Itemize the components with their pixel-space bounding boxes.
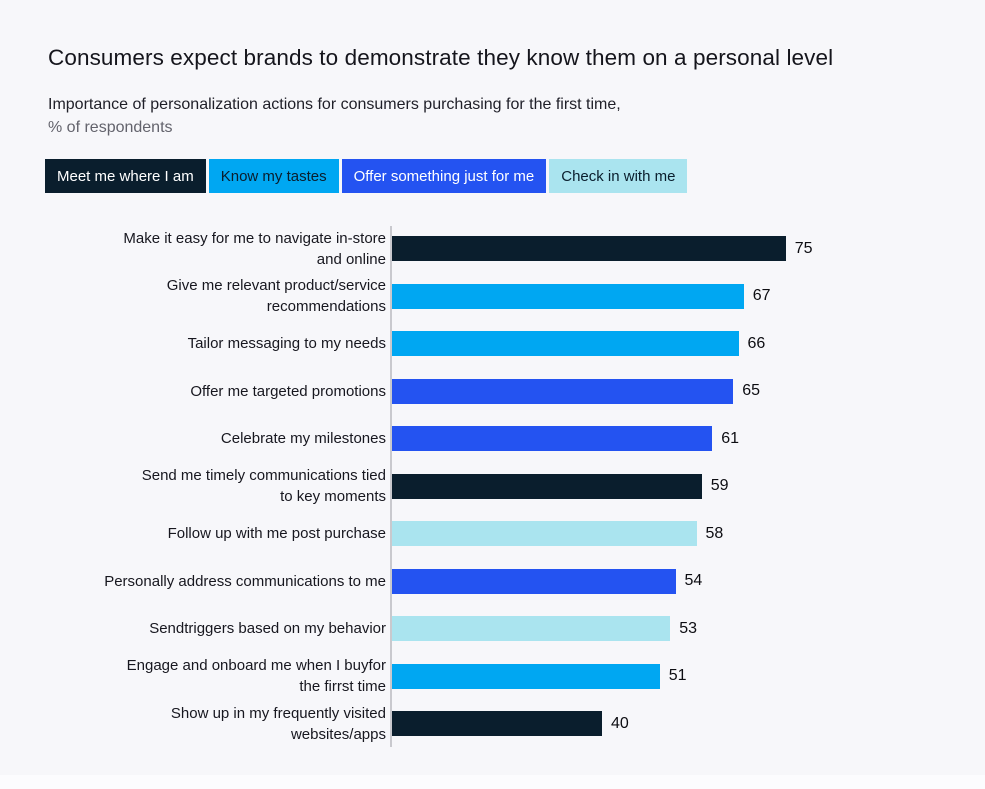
value-label: 59 (710, 477, 729, 495)
value-label: 51 (668, 667, 687, 685)
bar-label: Offer me targeted promotions (190, 382, 386, 400)
value-label: 67 (752, 287, 771, 305)
bar-track: 54 (392, 568, 937, 594)
bar (392, 283, 744, 309)
value-label: 66 (747, 334, 766, 352)
legend-item-label: Meet me where I am (57, 167, 194, 185)
bar-track: 59 (392, 473, 937, 499)
bar-row: Show up in my frequently visited website… (47, 700, 937, 748)
bar (392, 236, 786, 262)
bar-label: Show up in my frequently visited website… (170, 704, 386, 743)
bar-track: 65 (392, 378, 937, 404)
bar-track: 58 (392, 521, 937, 547)
bar-chart: Make it easy for me to navigate in-store… (47, 225, 937, 748)
subtitle-line: Importance of personalization actions fo… (48, 96, 621, 113)
bar-label: Tailor messaging to my needs (187, 335, 386, 353)
legend-item-1: Know my tastes (208, 159, 339, 193)
bar-label: Give me relevant product/service recomme… (166, 277, 386, 316)
bar-row: Personally address communications to me 5… (47, 558, 937, 606)
bar-label: Follow up with me post purchase (167, 525, 386, 543)
value-label: 75 (794, 239, 813, 257)
bar (392, 663, 660, 689)
bar (392, 473, 702, 499)
bar-track: 51 (392, 663, 937, 689)
bar-row: Follow up with me post purchase 58 (47, 510, 937, 558)
bar-label: Send me timely communications tied to ke… (141, 467, 386, 506)
bar (392, 378, 734, 404)
bar-track: 67 (392, 283, 937, 309)
legend-item-label: Know my tastes (220, 167, 327, 185)
value-label: 58 (705, 524, 724, 542)
bar-row: Sendtriggers based on my behavior 53 (47, 605, 937, 653)
bar-track: 66 (392, 331, 937, 357)
value-label: 53 (679, 619, 698, 637)
bar-row: Offer me targeted promotions 65 (47, 368, 937, 416)
bar (392, 616, 671, 642)
bar-row: Engage and onboard me when I buyfor the … (47, 653, 937, 701)
bar-row: Send me timely communications tied to ke… (47, 463, 937, 511)
value-label: 40 (611, 714, 629, 732)
legend-item-label: Offer something just for me (353, 167, 535, 185)
bar (392, 521, 697, 547)
value-label: 65 (742, 382, 761, 400)
value-label: 61 (721, 429, 740, 447)
bar-row: Celebrate my milestones 61 (47, 415, 937, 463)
chart-subtitle: Importance of personalization actions fo… (48, 93, 937, 139)
bar-track: 53 (392, 616, 937, 642)
bar (392, 426, 713, 452)
footer-strip (0, 775, 985, 789)
bar-label: Engage and onboard me when I buyfor the … (126, 657, 386, 696)
value-label: 54 (684, 572, 703, 590)
bar-row: Give me relevant product/service recomme… (47, 273, 937, 321)
legend-item-label: Check in with me (561, 167, 676, 185)
bar-track: 61 (392, 426, 937, 452)
legend-item-3: Check in with me (549, 159, 688, 193)
page-title: Consumers expect brands to demonstrate t… (48, 45, 834, 70)
respondents-note: % of respondents (48, 119, 173, 136)
bar-label: Make it easy for me to navigate in-store… (123, 229, 386, 268)
bar (392, 331, 739, 357)
bar-row: Make it easy for me to navigate in-store… (47, 225, 937, 273)
chart-legend: Meet me where I am Know my tastes Offer so… (45, 159, 937, 193)
bar-track: 40 (392, 711, 937, 737)
bar-label: Sendtriggers based on my behavior (149, 620, 386, 638)
axis-line (390, 226, 392, 747)
bar-label: Celebrate my milestones (220, 430, 386, 448)
bar-label: Personally address communications to me (104, 572, 386, 590)
legend-item-0: Meet me where I am (45, 159, 206, 193)
bar-row: Tailor messaging to my needs 66 (47, 320, 937, 368)
bar (392, 711, 602, 737)
legend-item-2: Offer something just for me (341, 159, 547, 193)
bar (392, 568, 676, 594)
bar-track: 75 (392, 236, 937, 262)
